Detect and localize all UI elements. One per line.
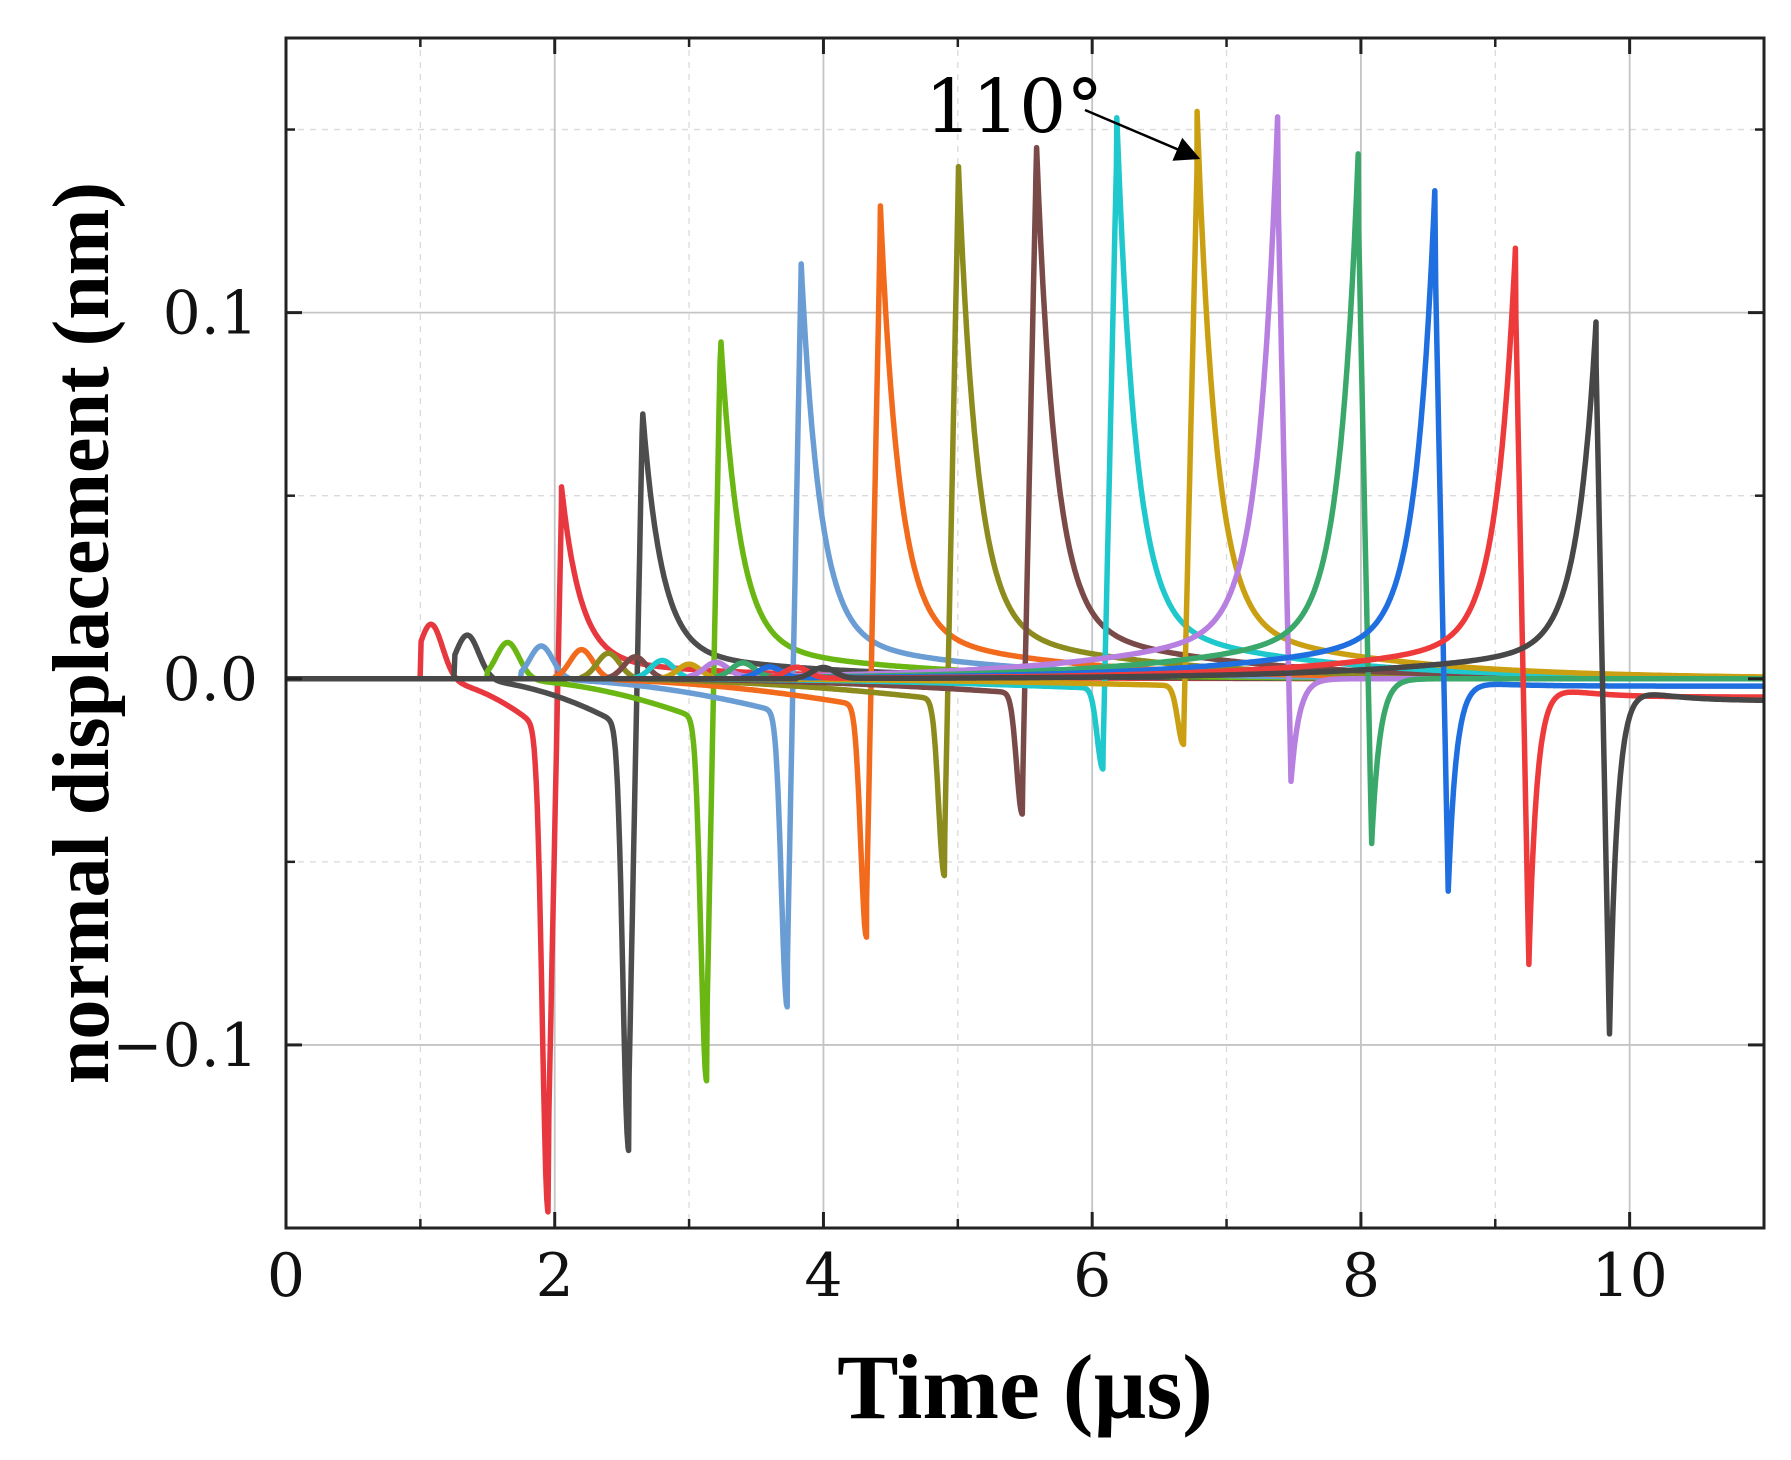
series-group [286,108,1764,1215]
annotation-arrow [1084,108,1201,161]
annotation-110: 110° [925,64,1201,161]
x-tick-label: 8 [1342,1241,1380,1311]
plot-area [286,108,1764,1215]
x-tick-label: 0 [267,1241,305,1311]
series-line-7 [286,144,1764,817]
x-axis-title: Time (µs) [837,1336,1213,1438]
tick-labels: 0 2 4 6 8 10 −0.1 0.0 0.1 [112,279,1668,1311]
y-tick-label: −0.1 [112,1011,258,1081]
x-tick-label: 2 [536,1241,574,1311]
y-tick-label: 0.1 [163,279,258,349]
x-tick-label: 4 [804,1241,842,1311]
x-tick-label: 10 [1591,1241,1667,1311]
series-line-14 [286,319,1764,1037]
plot-frame [284,36,1766,1230]
y-axis-title: normal displacement (nm) [38,182,126,1084]
annotation-label: 110° [925,64,1103,150]
ticks [284,38,1764,1228]
x-tick-label: 6 [1073,1241,1111,1311]
y-tick-label: 0.0 [163,645,258,715]
